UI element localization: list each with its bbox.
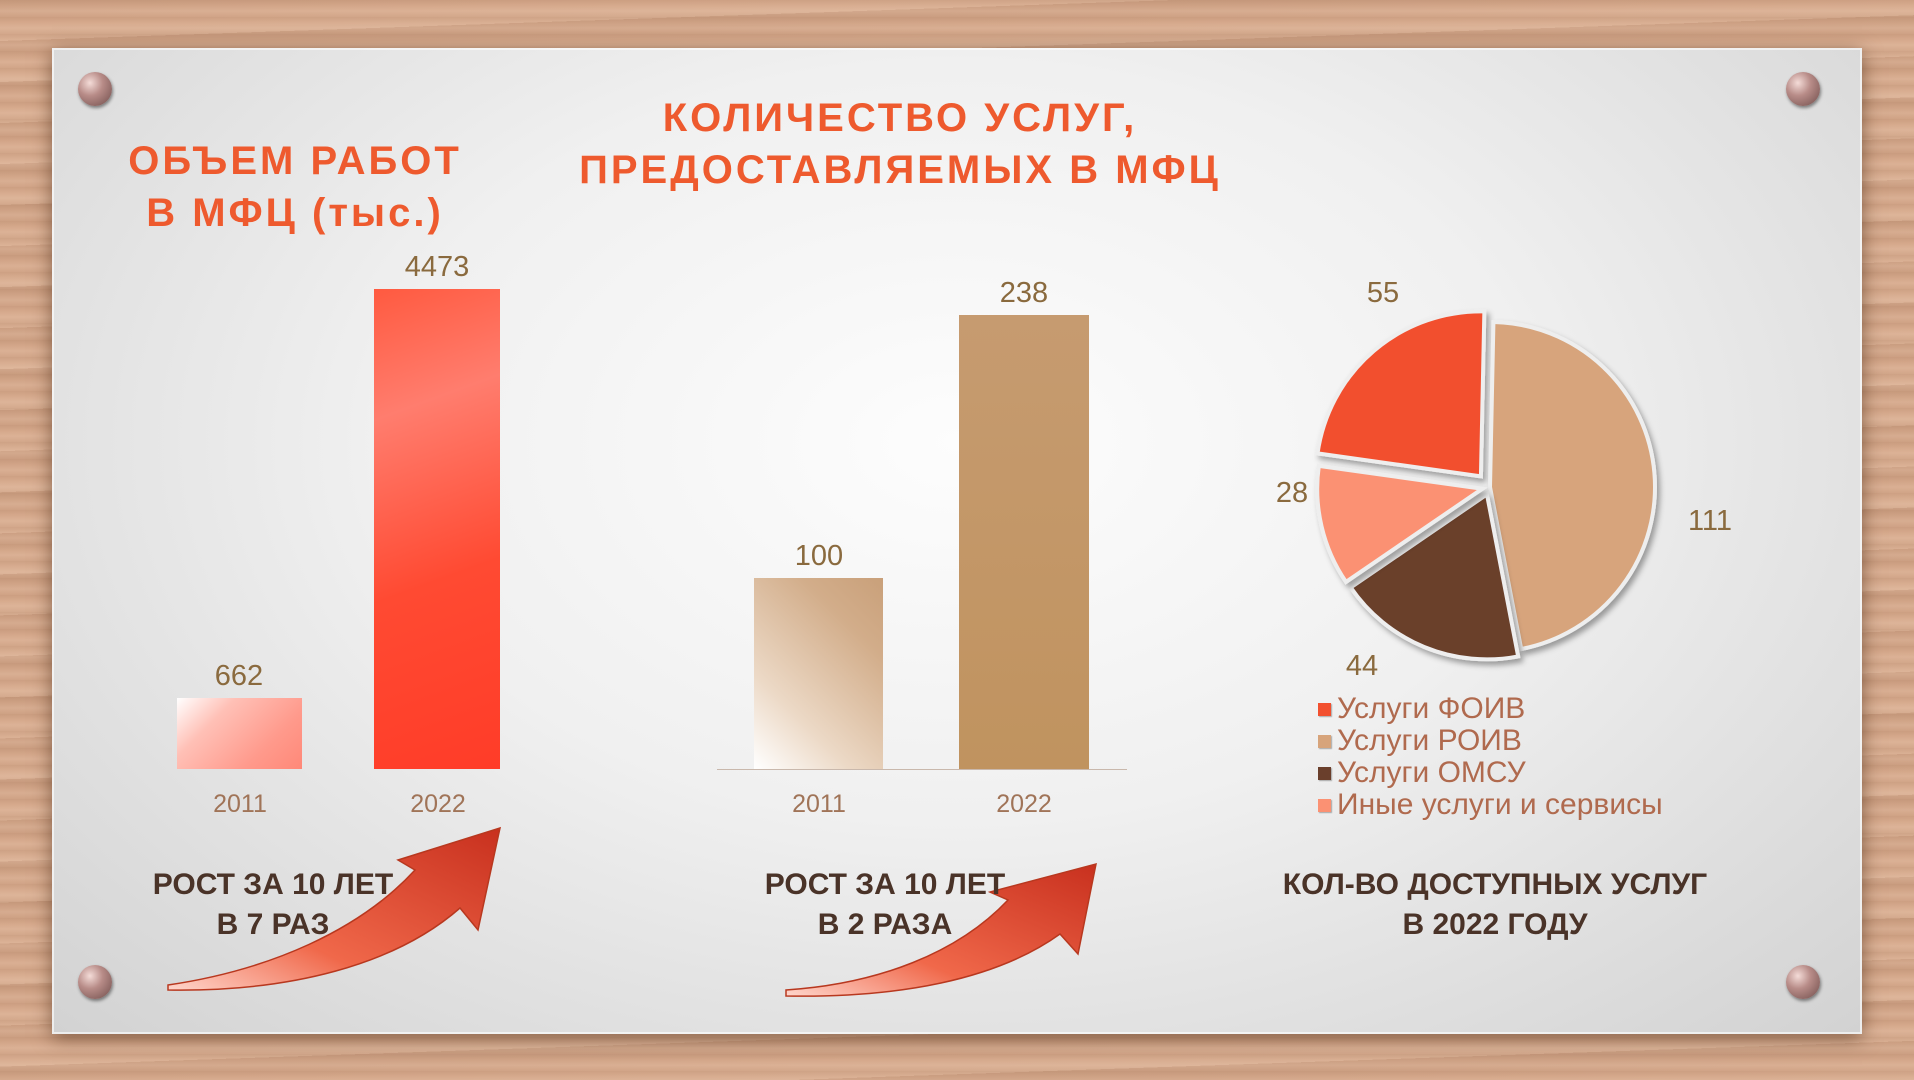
value-label-2022-services: 238 [999,277,1049,309]
pie-slice-foiv [1315,309,1487,479]
growth-note-left-line-1: РОСТ ЗА 10 ЛЕТ [152,868,394,901]
center-title-line-1: КОЛИЧЕСТВО УСЛУГ, [662,96,1138,140]
pie-label-omsu: 44 [1346,650,1378,682]
services-available-note: КОЛ-ВО ДОСТУПНЫХ УСЛУГ В 2022 ГОДУ [1240,865,1750,945]
growth-note-left-line-2: В 7 РАЗ [216,908,330,941]
legend-swatch-other [1318,798,1331,812]
screw-top-left [78,72,112,106]
growth-note-left: РОСТ ЗА 10 ЛЕТ В 7 РАЗ [118,865,428,945]
screw-bottom-right [1786,965,1820,999]
value-label-2011-work: 662 [214,659,264,692]
pie-chart-services: 55 111 44 28 [1276,277,1732,682]
bar-2022-services [959,315,1089,769]
bar-2022-work [374,289,500,769]
pie-label-foiv: 55 [1367,277,1399,309]
legend-label-omsu: Услуги ОМСУ [1337,756,1526,789]
left-title-line-1: ОБЪЕМ РАБОТ [128,139,462,183]
pie-slice-roiv [1487,319,1657,652]
legend-label-foiv: Услуги ФОИВ [1337,692,1526,725]
legend-item-roiv: Услуги РОИВ [1318,724,1663,757]
legend-swatch-roiv [1318,734,1331,748]
pie-label-roiv: 111 [1688,505,1732,537]
category-2011-work: 2011 [213,790,267,818]
growth-arrow-center [785,862,1097,997]
pie-label-other: 28 [1276,477,1308,509]
growth-note-center-line-2: В 2 РАЗА [817,908,953,941]
category-2011-services: 2011 [792,790,846,818]
category-2022-work: 2022 [410,790,466,818]
pie-slice-other [1315,463,1488,585]
value-label-2011-services: 100 [794,540,844,573]
center-axis-line [717,769,1127,770]
screw-top-right [1786,72,1820,106]
services-available-note-line-1: КОЛ-ВО ДОСТУПНЫХ УСЛУГ [1282,868,1708,901]
growth-note-center-line-1: РОСТ ЗА 10 ЛЕТ [764,868,1006,901]
growth-note-center: РОСТ ЗА 10 ЛЕТ В 2 РАЗА [730,865,1040,945]
pie-slice-omsu [1347,491,1521,662]
pie-legend: Услуги ФОИВ Услуги РОИВ Услуги ОМСУ Иные… [1318,692,1663,821]
legend-label-roiv: Услуги РОИВ [1337,724,1522,757]
category-2022-services: 2022 [996,790,1052,818]
legend-item-foiv: Услуги ФОИВ [1318,692,1663,725]
bar-2011-work [177,697,302,769]
legend-item-omsu: Услуги ОМСУ [1318,756,1663,789]
center-title-line-2: ПРЕДОСТАВЛЯЕМЫХ В МФЦ [579,148,1221,192]
legend-swatch-omsu [1318,766,1331,780]
legend-swatch-foiv [1318,702,1331,716]
growth-arrow-left [167,826,502,991]
value-label-2022-work: 4473 [404,251,470,283]
left-chart-title: ОБЪЕМ РАБОТ В МФЦ (тыс.) [110,135,480,239]
screw-bottom-left [78,965,112,999]
bar-2011-services [754,578,883,769]
legend-label-other: Иные услуги и сервисы [1337,788,1663,821]
legend-item-other: Иные услуги и сервисы [1318,788,1663,821]
left-title-line-2: В МФЦ (тыс.) [146,191,444,235]
services-available-note-line-2: В 2022 ГОДУ [1402,908,1588,941]
center-chart-title: КОЛИЧЕСТВО УСЛУГ, ПРЕДОСТАВЛЯЕМЫХ В МФЦ [540,92,1260,196]
